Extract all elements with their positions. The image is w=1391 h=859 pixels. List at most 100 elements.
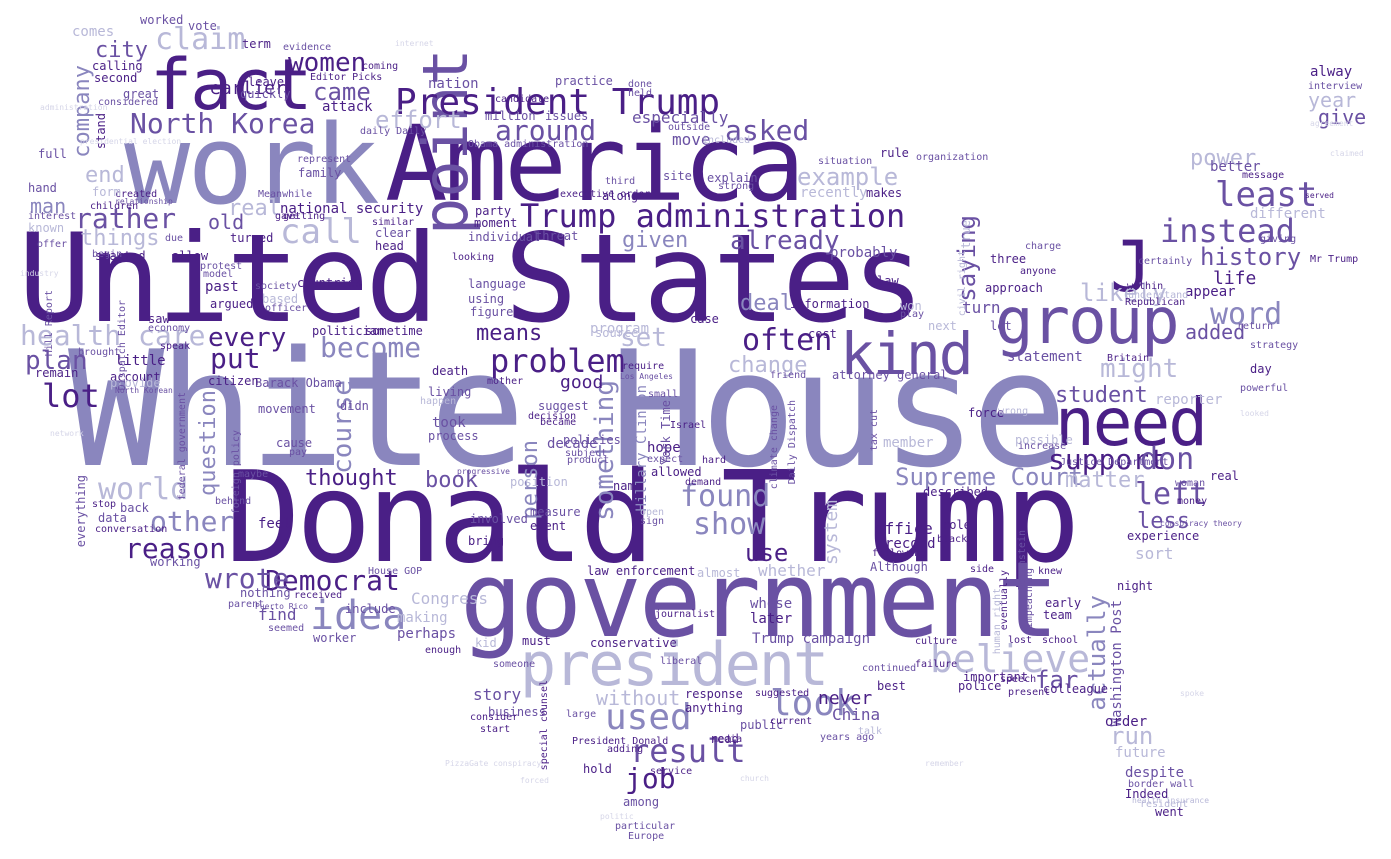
word-tax-cut: tax cut <box>869 409 880 452</box>
word-left: left <box>1135 477 1208 512</box>
word-great: great <box>123 87 160 101</box>
word-three: three <box>990 252 1027 266</box>
word-effort: effort <box>375 106 462 134</box>
word-president: president <box>520 630 829 700</box>
word-came: came <box>313 78 371 106</box>
word-united-states: United States <box>18 208 925 350</box>
word-strategy: strategy <box>1250 340 1299 351</box>
word-reporter: reporter <box>1155 392 1223 408</box>
word-issues: issues <box>545 109 589 123</box>
word-other: other <box>150 505 235 538</box>
filler-word: politic <box>600 812 634 821</box>
word-perhaps: perhaps <box>397 626 457 642</box>
word-culture: culture <box>915 636 958 647</box>
word-considered: considered <box>98 97 159 108</box>
filler-word: remember <box>925 759 964 768</box>
word-cost: cost <box>808 327 837 341</box>
word-family: family <box>298 166 342 180</box>
word-border-wall: border wall <box>1128 779 1195 790</box>
word-nation: nation <box>428 76 479 92</box>
word-whose: whose <box>750 596 793 612</box>
word-practice: practice <box>555 74 613 88</box>
word-protest: protest <box>200 261 243 272</box>
word-cause: cause <box>276 436 313 450</box>
word-daily-dispatch: Daily Dispatch <box>787 400 798 485</box>
word-term: term <box>242 37 271 51</box>
word-rosenstein: Rosenstein <box>1017 530 1028 591</box>
filler-word: forced <box>520 776 549 785</box>
word-police: police <box>958 679 1002 693</box>
word-move: move <box>672 130 711 149</box>
word-best: best <box>877 679 906 693</box>
word-trump-administration: Trump administration <box>520 197 906 235</box>
filler-word: presidential election <box>80 137 182 146</box>
word-mother: mother <box>487 376 524 387</box>
word-instead: instead <box>1160 212 1295 250</box>
word-almost: almost <box>697 566 741 580</box>
word-human-right: human right <box>992 588 1003 655</box>
word-europe: Europe <box>628 831 665 842</box>
word-britain: Britain <box>1107 353 1150 364</box>
word-name: name <box>613 479 642 493</box>
word-wrong: wrong <box>998 406 1029 417</box>
word-reason: reason <box>125 532 227 565</box>
word-adding: adding <box>607 744 644 755</box>
word-known: known <box>28 221 65 235</box>
word-service: service <box>650 766 693 777</box>
word-start: start <box>480 724 511 735</box>
word-real-small: real <box>1210 469 1239 483</box>
word-law-enforcement: law enforcement <box>587 564 696 578</box>
word-demand: demand <box>685 477 722 488</box>
word-appear: appear <box>1185 284 1236 300</box>
word-china: China <box>832 705 881 724</box>
word-support: support <box>1048 443 1167 476</box>
word-maybe: maybe <box>238 469 269 480</box>
word-enough: enough <box>425 645 462 656</box>
word-office: office <box>875 519 933 538</box>
word-true: true <box>959 220 973 249</box>
word-suggested: suggested <box>755 688 810 699</box>
word-begin: begin <box>92 249 123 260</box>
word-anything: anything <box>685 701 743 715</box>
word-early: early <box>1045 596 1082 610</box>
word-result: result <box>630 732 746 770</box>
word-earlier: earlier <box>210 78 286 99</box>
word-understand: understand <box>1128 290 1189 301</box>
word-death: death <box>432 364 469 378</box>
word-daily-daily: daily Daily <box>360 126 427 137</box>
word-washington-post: Washington Post <box>1109 600 1125 727</box>
word-health-care: health care <box>20 319 206 352</box>
word-attorney-general: attorney general <box>832 368 948 382</box>
word-years-ago: years ago <box>820 732 875 743</box>
word-don: don <box>1140 442 1195 477</box>
word-living: living <box>428 385 472 399</box>
word-full: full <box>38 147 67 161</box>
word-knew: knew <box>1038 566 1063 577</box>
word-allow: allow <box>172 249 209 263</box>
word-brought: brought <box>78 347 121 358</box>
word-progressive: progressive <box>457 467 510 476</box>
word-next: next <box>928 319 957 333</box>
word-relationship: relationship <box>115 197 173 206</box>
word-return: return <box>1237 321 1274 332</box>
word-despite: despite <box>1125 765 1185 781</box>
word-foreign-policy: foreign policy <box>231 430 242 515</box>
word-conspiracy-theory: conspiracy theory <box>1160 519 1242 528</box>
word-conservative: conservative <box>590 636 677 650</box>
word-hill-report: Hill Report <box>44 290 55 357</box>
word-puerto-rico: Puerto Rico <box>255 602 308 611</box>
filler-word: PizzaGate conspiracy <box>445 759 542 768</box>
word-saw: saw <box>148 312 170 326</box>
word-claim: claim <box>155 22 246 57</box>
word-threat: threat <box>535 229 579 243</box>
word-better: better <box>1210 159 1261 175</box>
word-role: role <box>942 518 971 532</box>
word-later: later <box>750 611 793 627</box>
word-sometime: sometime <box>365 324 423 338</box>
word-open: open <box>640 507 665 518</box>
word-question: question <box>196 390 221 496</box>
word-decision: decision <box>528 411 577 422</box>
word-policies: policies <box>563 433 621 447</box>
word-man: man <box>30 194 67 218</box>
word-similar: similar <box>372 217 415 228</box>
